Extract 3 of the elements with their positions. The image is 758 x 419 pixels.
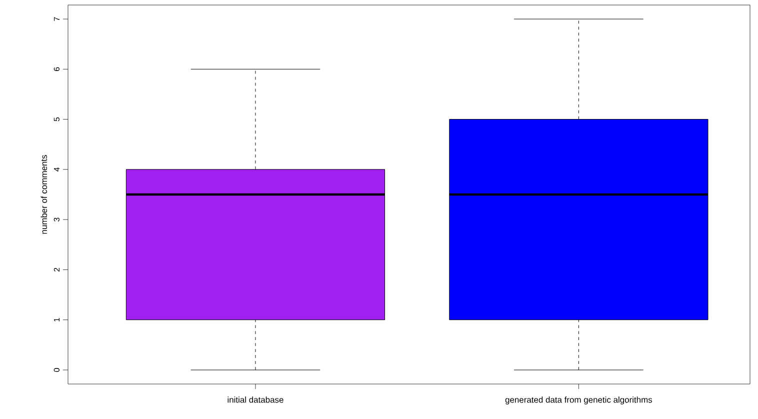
x-tick-label: generated data from genetic algorithms (505, 396, 652, 404)
y-axis-title: number of comments (40, 155, 47, 234)
x-tick-label: initial database (228, 396, 284, 403)
